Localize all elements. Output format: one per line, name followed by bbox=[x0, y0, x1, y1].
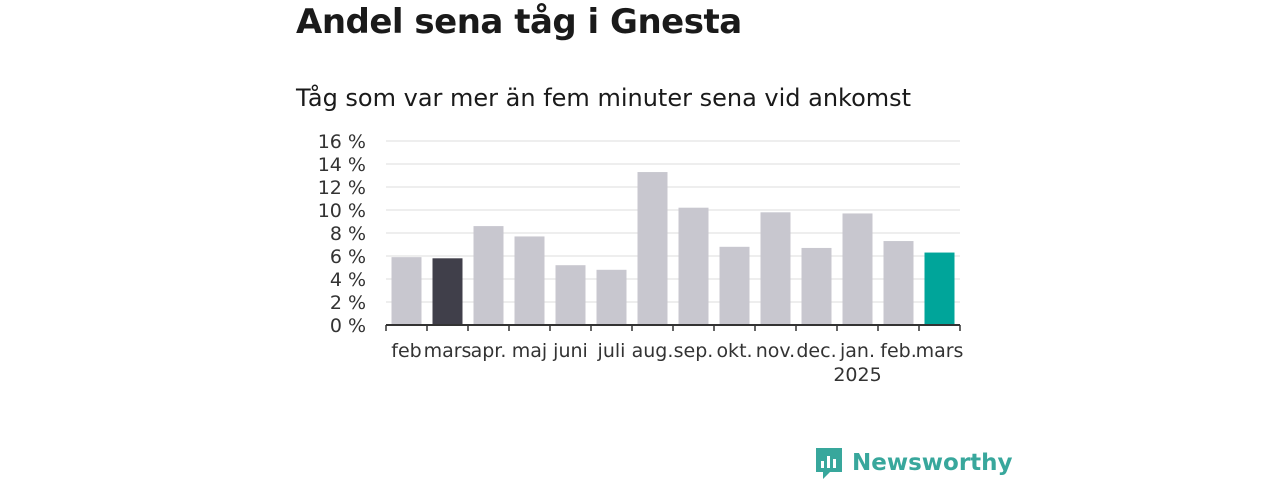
bar bbox=[596, 269, 627, 325]
bar bbox=[883, 241, 914, 325]
y-tick-label: 16 % bbox=[318, 131, 366, 153]
x-tick-label: sep. bbox=[674, 340, 714, 362]
bar-chart: 0 %2 %4 %6 %8 %10 %12 %14 %16 %feb mars ap… bbox=[318, 131, 964, 386]
x-tick-label: jan. bbox=[839, 340, 875, 362]
chart-subtitle: Tåg som var mer än fem minuter sena vid … bbox=[296, 84, 912, 112]
bar bbox=[801, 247, 832, 325]
bar bbox=[432, 258, 463, 325]
y-tick-label: 8 % bbox=[330, 223, 366, 245]
bar bbox=[924, 252, 955, 325]
x-tick-label: juni bbox=[552, 340, 588, 362]
brand-name: Newsworthy bbox=[852, 450, 1013, 476]
newsworthy-logo-icon bbox=[816, 448, 842, 479]
bar bbox=[637, 172, 668, 325]
y-tick-label: 14 % bbox=[318, 154, 366, 176]
y-tick-label: 10 % bbox=[318, 200, 366, 222]
bar bbox=[514, 236, 545, 325]
bar bbox=[678, 207, 709, 325]
y-tick-label: 12 % bbox=[318, 177, 366, 199]
chart-title: Andel sena tåg i Gnesta bbox=[296, 2, 742, 42]
x-tick-label: apr. bbox=[471, 340, 507, 362]
y-tick-label: 6 % bbox=[330, 246, 366, 268]
y-tick-label: 4 % bbox=[330, 269, 366, 291]
y-tick-label: 0 % bbox=[330, 315, 366, 337]
bar bbox=[391, 257, 422, 325]
x-tick-label: juli bbox=[597, 340, 626, 362]
x-tick-label: maj bbox=[512, 340, 547, 362]
y-tick-label: 2 % bbox=[330, 292, 366, 314]
x-tick-label: nov. bbox=[756, 340, 795, 362]
x-tick-label: aug. bbox=[632, 340, 674, 362]
bar bbox=[842, 213, 873, 325]
bar bbox=[760, 212, 791, 325]
bar bbox=[719, 246, 750, 325]
x-tick-label: dec. bbox=[796, 340, 836, 362]
x-tick-label: feb bbox=[391, 340, 421, 362]
bar bbox=[473, 226, 504, 325]
bar bbox=[555, 265, 586, 325]
x-tick-sublabel: 2025 bbox=[833, 364, 881, 386]
x-tick-label: mars bbox=[916, 340, 964, 362]
brand-logo: Newsworthy bbox=[814, 446, 1013, 480]
x-tick-label: okt. bbox=[716, 340, 752, 362]
x-tick-label: mars bbox=[424, 340, 472, 362]
x-tick-label: feb. bbox=[880, 340, 916, 362]
